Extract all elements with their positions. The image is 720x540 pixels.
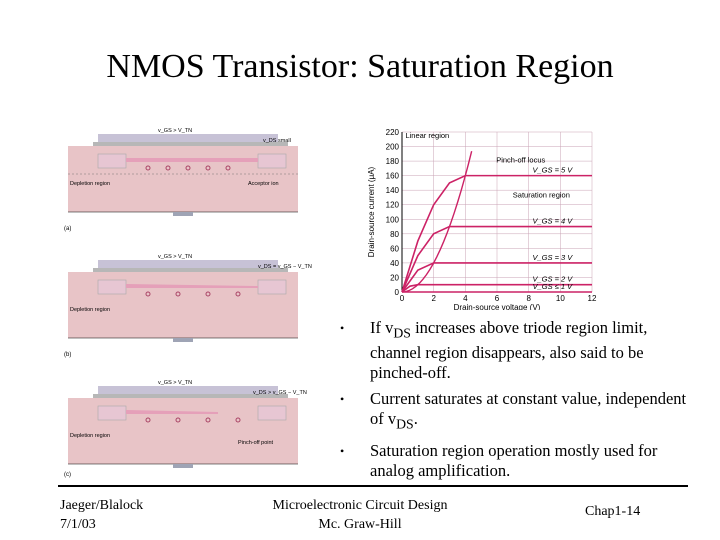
- drain-label: v_DS = v_GS − V_TN: [258, 264, 312, 270]
- footer-chapter: Chap1-14: [585, 504, 641, 519]
- series-label: V_GS ≤ 1 V: [533, 282, 574, 291]
- chart-labels: V_GS = 5 V V_GS = 4 V V_GS = 3 V V_GS = 2 V…: [405, 131, 573, 291]
- y-tick-label: 200: [386, 143, 400, 152]
- y-tick-label: 160: [386, 172, 400, 181]
- y-tick-label: 0: [395, 288, 400, 297]
- series-label: V_GS = 3 V: [533, 253, 574, 262]
- bullet-item: • Current saturates at constant value, in…: [340, 389, 700, 434]
- x-tick-label: 10: [556, 294, 565, 303]
- figure-label: (c): [64, 472, 71, 478]
- series-label: V_GS = 2 V: [533, 275, 574, 284]
- footer-author: Jaeger/Blalock 7/1/03: [60, 496, 143, 534]
- y-tick-label: 100: [386, 215, 400, 224]
- gate-label: v_GS > V_TN: [158, 254, 192, 260]
- y-tick-label: 80: [390, 230, 399, 239]
- series-line: [401, 283, 592, 293]
- y-tick-label: 180: [386, 157, 400, 166]
- cross-section-a: v_GS > V_TN v_DS small Depletion region …: [64, 128, 298, 232]
- annotation-pinch-off-locus: Pinch-off locus: [496, 156, 545, 165]
- chart-axes: 0 20 40 60 80 100 120 140 160 180 200 220 0 2 4 6 8 10 12 D…: [367, 128, 597, 310]
- x-tick-label: 8: [526, 294, 531, 303]
- x-tick-label: 4: [463, 294, 468, 303]
- bullet-list: • If vDS increases above triode region li…: [340, 318, 700, 487]
- bullet-item: • If vDS increases above triode region li…: [340, 318, 700, 383]
- bullet-text-sub: DS: [393, 325, 411, 341]
- series-label: V_GS = 4 V: [533, 217, 574, 226]
- x-tick-label: 2: [431, 294, 436, 303]
- y-tick-label: 20: [390, 273, 399, 282]
- bullet-text-post: .: [413, 409, 418, 429]
- pinch-off-label: Pinch-off point: [238, 440, 274, 446]
- figure-label: (a): [64, 226, 71, 232]
- page-title: NMOS Transistor: Saturation Region: [106, 48, 614, 85]
- bullet-dot-icon: •: [340, 392, 345, 407]
- footer-divider: [58, 485, 688, 487]
- footer-author-name: Jaeger/Blalock: [60, 498, 144, 513]
- y-axis-label: Drain-source current (μA): [367, 166, 376, 257]
- figure-label: (b): [64, 352, 71, 358]
- bullet-text-sub: DS: [396, 416, 414, 432]
- mosfet-cross-sections-figure: v_GS > V_TN v_DS small Depletion region …: [64, 128, 312, 478]
- gate-label: v_GS > V_TN: [158, 128, 192, 134]
- gate-label: v_GS > V_TN: [158, 380, 192, 386]
- bullet-text-post: increases above triode region limit, cha…: [370, 318, 648, 383]
- drain-label: v_DS > v_GS − V_TN: [253, 390, 307, 396]
- ion-label: Acceptor ion: [248, 181, 279, 187]
- y-tick-label: 40: [390, 259, 399, 268]
- x-tick-label: 12: [588, 294, 597, 303]
- bullet-text-pre: Current saturates at constant value, ind…: [370, 389, 687, 429]
- footer-book: Microelectronic Circuit Design Mc. Graw-…: [250, 496, 470, 534]
- y-tick-label: 60: [390, 244, 399, 253]
- bullet-dot-icon: •: [340, 321, 345, 335]
- footer-publisher: Mc. Graw-Hill: [318, 517, 402, 532]
- y-tick-label: 120: [386, 201, 400, 210]
- series-label: V_GS = 5 V: [533, 166, 574, 175]
- depletion-label: Depletion region: [70, 433, 110, 439]
- footer-book-title: Microelectronic Circuit Design: [272, 498, 448, 513]
- x-tick-label: 6: [495, 294, 500, 303]
- cross-section-b: v_GS > V_TN v_DS = v_GS − V_TN Depletion…: [64, 254, 312, 358]
- drain-label: v_DS small: [263, 138, 291, 144]
- cross-section-c: v_GS > V_TN v_DS > v_GS − V_TN Depletion…: [64, 380, 307, 478]
- footer-date: 7/1/03: [60, 517, 96, 532]
- depletion-label: Depletion region: [70, 307, 110, 313]
- depletion-label: Depletion region: [70, 181, 110, 187]
- y-tick-label: 220: [386, 128, 400, 137]
- x-axis-label: Drain-source voltage (V): [454, 303, 541, 310]
- bullet-text-pre: If v: [370, 318, 394, 337]
- y-tick-label: 140: [386, 186, 400, 195]
- pinch-off-locus-line: [401, 151, 473, 293]
- annotation-saturation-region: Saturation region: [513, 190, 570, 199]
- series-line: [401, 262, 592, 293]
- series-line: [401, 174, 592, 293]
- bullet-item: • Saturation region operation mostly used…: [340, 441, 700, 481]
- iv-characteristics-chart: 0 20 40 60 80 100 120 140 160 180 200 220 0 2 4 6 8 10 12 D…: [367, 128, 597, 310]
- bullet-dot-icon: •: [340, 443, 345, 458]
- bullet-text-pre: Saturation region operation mostly used …: [370, 440, 658, 480]
- chart-series-group: [401, 151, 592, 293]
- series-line: [401, 225, 592, 293]
- x-tick-label: 0: [400, 294, 405, 303]
- annotation-linear-region: Linear region: [405, 131, 449, 140]
